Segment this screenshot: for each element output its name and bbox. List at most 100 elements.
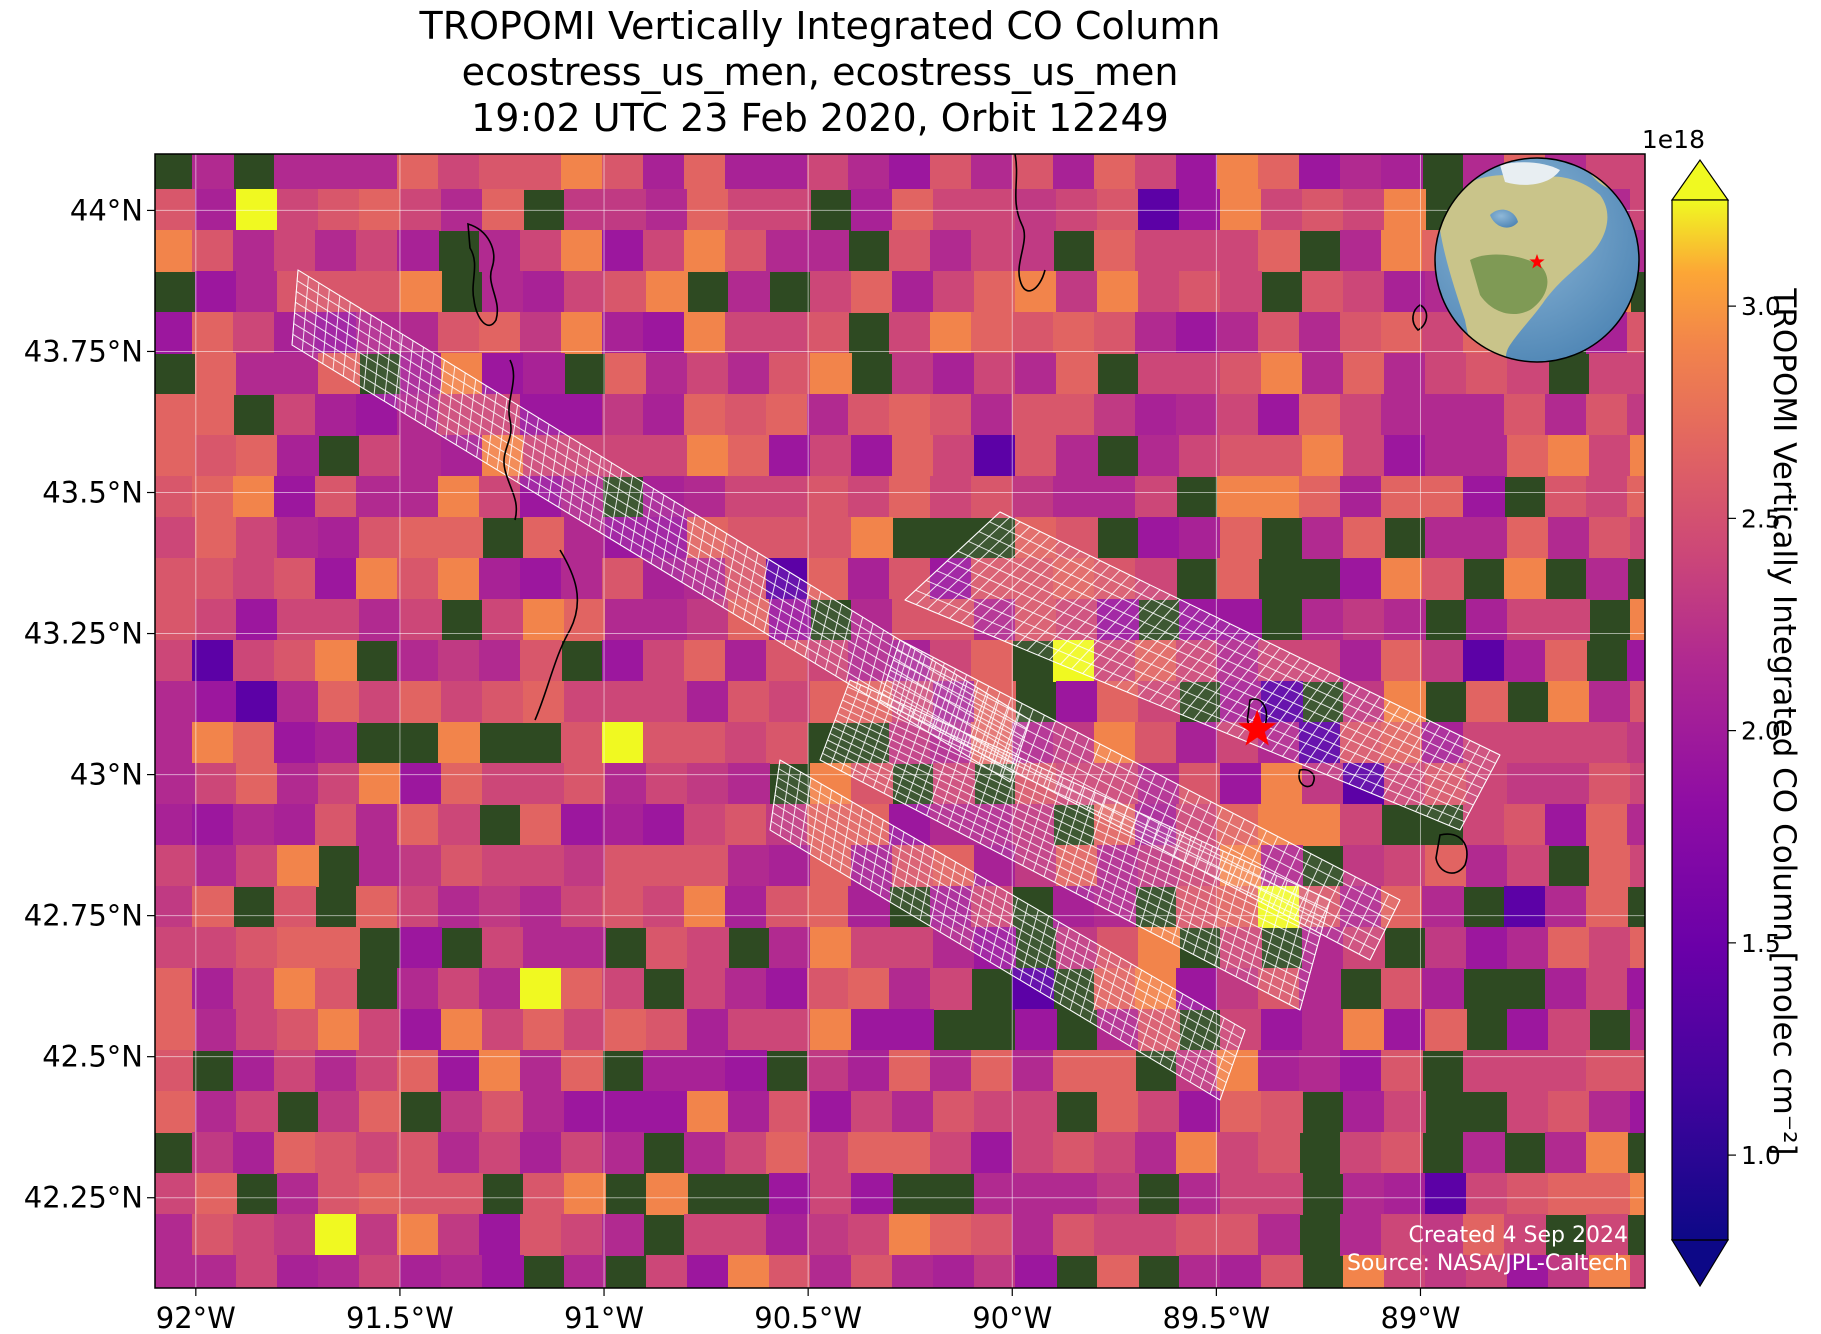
co-pixel [1507, 763, 1549, 805]
co-pixel [851, 927, 893, 969]
co-pixel [479, 1214, 521, 1256]
co-pixel [438, 1214, 480, 1256]
co-pixel [1179, 1255, 1221, 1288]
co-pixel [769, 517, 811, 559]
co-pixel [400, 1009, 442, 1051]
co-pixel [274, 230, 316, 272]
co-pixel [1176, 154, 1218, 190]
co-pixel [769, 845, 811, 887]
title-line-3: 19:02 UTC 23 Feb 2020, Orbit 12249 [471, 96, 1169, 140]
co-pixel [1545, 476, 1587, 518]
co-pixel [646, 845, 688, 887]
co-pixel [725, 312, 767, 354]
co-pixel [848, 886, 890, 928]
co-pixel [848, 394, 890, 436]
co-pixel [851, 1009, 893, 1051]
co-pixel [1381, 154, 1423, 190]
co-pixel [1138, 517, 1180, 559]
title-line-1: TROPOMI Vertically Integrated CO Column [419, 4, 1221, 48]
co-pixel [1548, 927, 1590, 969]
co-pixel [523, 681, 565, 723]
co-pixel [1220, 1173, 1262, 1215]
co-pixel [155, 1214, 193, 1256]
co-pixel [646, 1173, 688, 1215]
co-pixel [479, 154, 521, 190]
co-pixel [848, 968, 890, 1010]
co-pixel [728, 1009, 770, 1051]
co-pixel [1381, 558, 1423, 600]
co-pixel [192, 804, 234, 846]
co-pixel [1381, 1132, 1423, 1174]
lake-monona-outline [1298, 768, 1315, 788]
co-pixel [1220, 1091, 1262, 1133]
co-pixel [1053, 312, 1095, 354]
co-pixel [687, 435, 729, 477]
co-pixel [1507, 845, 1549, 887]
co-pixel [1343, 435, 1385, 477]
co-pixel [195, 681, 237, 723]
co-pixel [564, 517, 606, 559]
co-pixel [1545, 886, 1587, 928]
co-pixel [359, 271, 401, 313]
co-pixel [892, 353, 934, 395]
co-pixel [195, 1255, 237, 1288]
co-pixel [1627, 1050, 1645, 1092]
co-pixel [1343, 353, 1385, 395]
co-pixel [520, 558, 562, 600]
co-pixel [1586, 394, 1628, 436]
y-tick-label: 42.75°N [24, 899, 143, 933]
co-pixel [1340, 312, 1382, 354]
co-pixel [1630, 763, 1645, 805]
co-pixel [684, 558, 726, 600]
co-pixel [1261, 1255, 1303, 1288]
co-pixel [1220, 763, 1262, 805]
co-pixel [810, 681, 852, 723]
co-pixel [1381, 312, 1423, 354]
co-pixel [1504, 722, 1546, 764]
co-pixel [438, 1132, 480, 1174]
co-pixel [1258, 1132, 1300, 1174]
co-pixel [1630, 599, 1645, 641]
co-pixel [605, 435, 647, 477]
co-pixel [1302, 1009, 1344, 1051]
colorbar-exponent: 1e18 [1642, 125, 1705, 154]
co-pixel [1135, 722, 1177, 764]
co-pixel [1627, 968, 1645, 1010]
swath-footprint [769, 759, 1246, 1101]
co-pixel [1012, 476, 1054, 518]
co-pixel [1586, 1132, 1628, 1174]
co-pixel [1548, 763, 1590, 805]
co-pixel [438, 476, 480, 518]
co-pixel [1463, 394, 1505, 436]
co-pixel [1340, 804, 1382, 846]
co-pixel [1586, 722, 1628, 764]
co-pixel [318, 1009, 360, 1051]
co-pixel [643, 804, 685, 846]
co-pixel [1261, 845, 1303, 887]
co-pixel [1589, 1255, 1631, 1288]
co-pixel [889, 230, 931, 272]
co-pixel [687, 1091, 729, 1133]
co-pixel [1422, 1214, 1464, 1256]
co-pixel [1302, 353, 1344, 395]
co-pixel [646, 435, 688, 477]
co-pixel [851, 1091, 893, 1133]
co-pixel [605, 599, 647, 641]
co-pixel [1586, 1214, 1628, 1256]
co-pixel [520, 804, 562, 846]
co-pixel [766, 968, 808, 1010]
co-pixel [684, 722, 726, 764]
co-pixel [397, 640, 439, 682]
co-pixel [479, 640, 521, 682]
co-pixel [684, 1132, 726, 1174]
co-pixel [561, 968, 603, 1010]
colorbar-ticks: 1.0 1.5 2.0 2.5 3.0 [1728, 292, 1781, 1170]
co-pixel [646, 763, 688, 805]
co-pixel [1507, 599, 1549, 641]
co-pixel [646, 1091, 688, 1133]
co-pixel [155, 435, 196, 477]
co-pixel [274, 1214, 316, 1256]
co-pixel [1097, 271, 1139, 313]
co-pixel [441, 517, 483, 559]
co-pixel [1422, 886, 1464, 928]
